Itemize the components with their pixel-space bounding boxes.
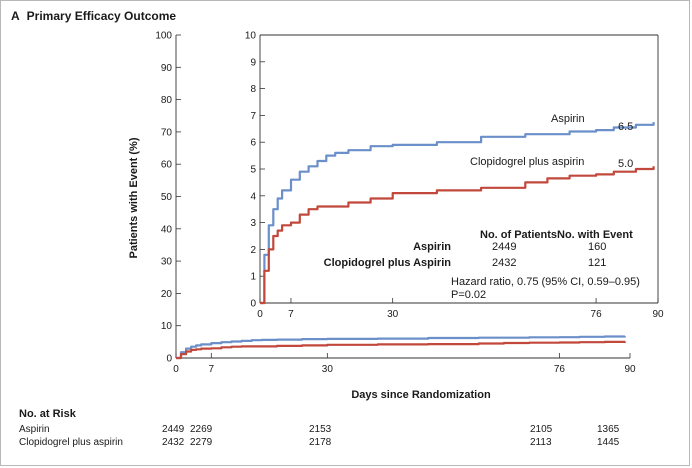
inset-series-clopidogrel-line — [260, 166, 655, 305]
inset-x-tick-label: 76 — [591, 309, 603, 320]
main-y-tick-label: 60 — [161, 160, 173, 171]
inset-row-patients-clopidogrel: 2432 — [492, 257, 516, 269]
risk-clopidogrel-day0: 2432 — [162, 437, 185, 448]
inset-y-tick-label: 5 — [250, 165, 256, 176]
inset-y-tick-label: 10 — [245, 31, 257, 42]
inset-x-tick-label: 7 — [288, 309, 294, 320]
inset-axes: 0 1 2 3 4 5 6 7 8 9 10 0 7 30 76 90 — [245, 31, 664, 321]
risk-clopidogrel-day7: 2279 — [190, 437, 213, 448]
main-y-tick-label: 100 — [155, 31, 172, 42]
main-y-tick-label: 70 — [161, 127, 173, 138]
risk-table-heading: No. at Risk — [19, 408, 76, 420]
risk-clopidogrel-day30: 2178 — [309, 437, 332, 448]
inset-y-tick-label: 1 — [250, 272, 256, 283]
main-y-tick-label: 90 — [161, 63, 173, 74]
panel-title-text: Primary Efficacy Outcome — [26, 9, 177, 23]
risk-aspirin-day7: 2269 — [190, 424, 213, 435]
risk-aspirin-day0: 2449 — [162, 424, 185, 435]
inset-x-tick-label: 0 — [257, 309, 263, 320]
aspirin-final-value: 6.5 — [618, 121, 633, 133]
inset-y-tick-label: 4 — [250, 191, 256, 202]
y-axis-label: Patients with Event (%) — [128, 137, 140, 258]
main-x-tick-label: 7 — [209, 364, 215, 375]
panel-letter: A — [11, 9, 20, 23]
main-series-aspirin-line — [176, 335, 627, 360]
risk-aspirin-day76: 2105 — [530, 424, 553, 435]
clopidogrel-annotation: Clopidogrel plus aspirin — [470, 156, 584, 168]
risk-clopidogrel-day76: 2113 — [530, 437, 552, 448]
main-y-tick-label: 0 — [166, 354, 172, 365]
inset-row-label-aspirin: Aspirin — [413, 241, 451, 253]
inset-y-tick-label: 7 — [250, 111, 256, 122]
inset-series — [260, 122, 655, 305]
main-x-tick-label: 30 — [322, 364, 334, 375]
main-y-tick-label: 30 — [161, 257, 173, 268]
main-y-tick-label: 50 — [161, 192, 173, 203]
inset-y-tick-label: 3 — [250, 218, 256, 229]
inset-row-label-clopidogrel: Clopidogrel plus Aspirin — [324, 257, 452, 269]
main-y-tick-label: 40 — [161, 224, 173, 235]
inset-y-tick-label: 6 — [250, 138, 256, 149]
inset-y-tick-label: 9 — [250, 57, 256, 68]
main-x-tick-label: 0 — [173, 364, 179, 375]
clopidogrel-final-value: 5.0 — [618, 158, 633, 170]
main-y-tick-label: 10 — [161, 321, 173, 332]
aspirin-annotation: Aspirin — [551, 113, 585, 125]
risk-row-label-aspirin: Aspirin — [19, 424, 50, 435]
inset-y-tick-label: 8 — [250, 84, 256, 95]
risk-clopidogrel-day90: 1445 — [597, 437, 620, 448]
p-value-text: P=0.02 — [451, 289, 486, 301]
risk-row-label-clopidogrel: Clopidogrel plus aspirin — [19, 437, 123, 448]
risk-aspirin-day90: 1365 — [597, 424, 620, 435]
main-series-clopidogrel-line — [176, 340, 627, 360]
inset-row-events-clopidogrel: 121 — [588, 257, 606, 269]
main-y-tick-label: 20 — [161, 289, 173, 300]
hazard-ratio-text: Hazard ratio, 0.75 (95% CI, 0.59–0.95) — [451, 276, 640, 288]
main-y-tick-label: 80 — [161, 95, 173, 106]
inset-y-tick-label: 2 — [250, 245, 256, 256]
panel-title: A Primary Efficacy Outcome — [11, 9, 176, 23]
inset-x-tick-label: 30 — [387, 309, 399, 320]
inset-x-tick-label: 90 — [652, 309, 664, 320]
inset-header-events: No. with Event — [557, 229, 633, 241]
inset-series-aspirin-line — [260, 122, 655, 305]
inset-header-patients: No. of Patients — [480, 229, 557, 241]
x-axis-label: Days since Randomization — [351, 389, 491, 401]
main-x-tick-label: 90 — [624, 364, 636, 375]
risk-aspirin-day30: 2153 — [309, 424, 332, 435]
inset-y-tick-label: 0 — [250, 299, 256, 310]
main-series — [176, 335, 627, 360]
inset-row-patients-aspirin: 2449 — [492, 241, 516, 253]
main-x-tick-label: 76 — [554, 364, 566, 375]
inset-row-events-aspirin: 160 — [588, 241, 606, 253]
